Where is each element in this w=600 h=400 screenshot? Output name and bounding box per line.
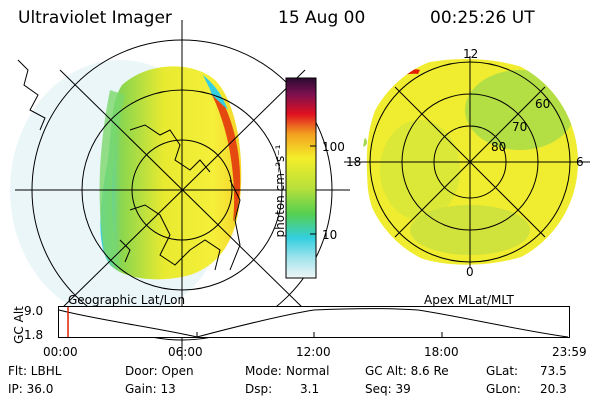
- gain-status: Gain: 13: [125, 382, 176, 396]
- dsp-label: Dsp:: [245, 382, 273, 396]
- timeline-xtick-0000: 00:00: [43, 345, 78, 359]
- mlt-label-18: 18: [346, 155, 362, 169]
- gc-alt-status: GC Alt: 8.6 Re: [365, 364, 449, 378]
- timeline-xtick-0600: 06:00: [168, 345, 203, 359]
- mlt-label-0: 0: [466, 265, 474, 279]
- seq-status: Seq: 39: [365, 382, 411, 396]
- colorbar-tick-10: 10: [322, 228, 338, 242]
- altitude-timeline: [58, 306, 570, 338]
- time-label: 00:25:26 UT: [430, 8, 535, 28]
- timeline-ytick-bottom: 1.8: [24, 328, 44, 342]
- colorbar: [285, 77, 317, 279]
- glat-label: GLat:: [486, 364, 519, 378]
- mlt-label-12: 12: [463, 47, 479, 61]
- timeline-xtick-1800: 18:00: [424, 345, 459, 359]
- mlat-label-80: 80: [491, 140, 507, 154]
- mlat-label-60: 60: [535, 97, 551, 111]
- date-label: 15 Aug 00: [278, 8, 366, 28]
- glat-value: 73.5: [540, 364, 567, 378]
- mode-label: Mode:: [245, 364, 282, 378]
- geographic-caption: Geographic Lat/Lon: [68, 293, 186, 307]
- timeline-xtick-1200: 12:00: [296, 345, 331, 359]
- apex-caption: Apex MLat/MLT: [424, 293, 514, 307]
- colorbar-tick-100: 100: [322, 140, 345, 154]
- glon-value: 20.3: [540, 382, 567, 396]
- app-title: Ultraviolet Imager: [18, 8, 172, 28]
- mode-value: Normal: [286, 364, 330, 378]
- mlat-label-70: 70: [512, 120, 528, 134]
- timeline-xtick-2359: 23:59: [552, 345, 587, 359]
- timeline-ytick-top: 9.0: [24, 304, 44, 318]
- dsp-value: 3.1: [300, 382, 320, 396]
- filter-status: Flt: LBHL: [8, 364, 62, 378]
- mlt-label-6: 6: [576, 155, 584, 169]
- ip-status: IP: 36.0: [8, 382, 54, 396]
- door-status: Door: Open: [125, 364, 194, 378]
- glon-label: GLon:: [486, 382, 521, 396]
